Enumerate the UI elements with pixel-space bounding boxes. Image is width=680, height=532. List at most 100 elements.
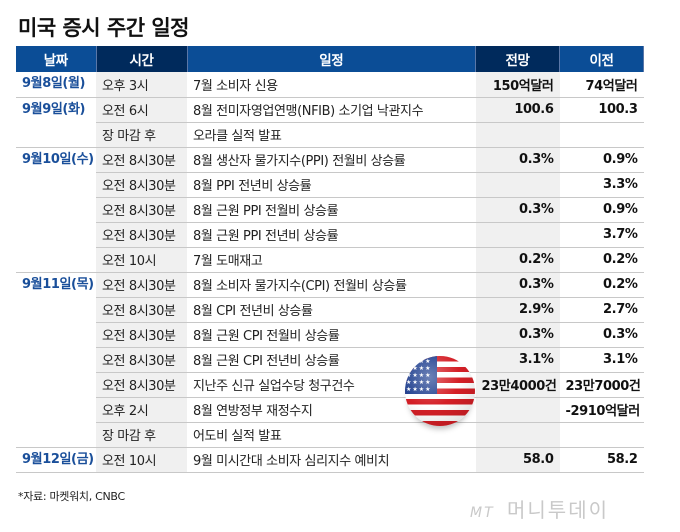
event-cell: 어도비 실적 발표 [187,422,476,448]
time-cell: 오후 3시 [96,72,187,98]
date-cell [16,322,96,347]
table-row: 오전 8시30분 8월 근원 CPI 전년비 상승률 3.1% 3.1% [16,347,644,373]
table-row: 오전 8시30분 8월 근원 PPI 전월비 상승률 0.3% 0.9% [16,197,644,223]
forecast-cell: 0.3% [475,322,560,348]
date-cell [16,247,96,273]
date-cell: 9월8일(월) [16,72,96,98]
event-cell: 8월 전미자영업연맹(NFIB) 소기업 낙관지수 [187,97,476,123]
event-cell: 8월 생산자 물가지수(PPI) 전월비 상승률 [187,147,476,173]
forecast-cell [475,172,560,198]
previous-cell: 3.3% [559,172,644,198]
forecast-cell: 0.3% [475,272,560,298]
event-cell: 8월 근원 PPI 전년비 상승률 [187,222,476,248]
date-cell [16,172,96,197]
time-cell: 장 마감 후 [96,122,187,148]
forecast-cell: 100.6 [475,97,560,123]
us-flag-icon: ★★★★★★★★★★★★★★★★★★★★ [405,356,475,426]
previous-cell [559,122,644,148]
previous-cell: 0.9% [559,197,644,223]
date-cell [16,372,96,397]
forecast-cell [475,222,560,248]
table-row: 오전 8시30분 8월 PPI 전년비 상승률 3.3% [16,172,644,198]
previous-cell: 0.2% [559,272,644,298]
date-cell [16,297,96,322]
table-row: 오전 10시 7월 도매재고 0.2% 0.2% [16,247,644,273]
previous-cell: 23만7000건 [559,372,644,398]
forecast-cell: 0.2% [475,247,560,273]
time-cell: 오전 8시30분 [96,197,187,223]
table-row: 오전 8시30분 8월 근원 PPI 전년비 상승률 3.7% [16,222,644,248]
date-cell [16,397,96,422]
previous-cell: 3.7% [559,222,644,248]
forecast-cell: 3.1% [475,347,560,373]
table-row: 9월9일(화) 오전 6시 8월 전미자영업연맹(NFIB) 소기업 낙관지수 … [16,97,644,123]
header-previous: 이전 [559,46,644,72]
schedule-table: 날짜 시간 일정 전망 이전 9월8일(월) 오후 3시 7월 소비자 신용 1… [16,46,644,473]
date-cell [16,122,96,148]
previous-cell: 0.2% [559,247,644,273]
table-header-row: 날짜 시간 일정 전망 이전 [16,46,644,72]
event-cell: 8월 PPI 전년비 상승률 [187,172,476,198]
forecast-cell: 0.3% [475,197,560,223]
time-cell: 오전 8시30분 [96,222,187,248]
event-cell: 오라클 실적 발표 [187,122,476,148]
time-cell: 오전 6시 [96,97,187,123]
event-cell: 8월 소비자 물가지수(CPI) 전월비 상승률 [187,272,476,298]
time-cell: 오전 8시30분 [96,297,187,323]
event-cell: 8월 근원 CPI 전월비 상승률 [187,322,476,348]
table-row: 9월11일(목) 오전 8시30분 8월 소비자 물가지수(CPI) 전월비 상… [16,272,644,298]
previous-cell: 0.3% [559,322,644,348]
logo-name: 머니투데이 [507,498,609,522]
previous-cell: 100.3 [559,97,644,123]
date-cell: 9월12일(금) [16,447,96,473]
time-cell: 장 마감 후 [96,422,187,448]
table-row: 오전 8시30분 8월 CPI 전년비 상승률 2.9% 2.7% [16,297,644,323]
header-date: 날짜 [16,46,97,72]
header-forecast: 전망 [475,46,560,72]
time-cell: 오전 10시 [96,447,187,473]
previous-cell: 58.2 [559,447,644,473]
time-cell: 오전 8시30분 [96,322,187,348]
header-time: 시간 [96,46,188,72]
event-cell: 8월 CPI 전년비 상승률 [187,297,476,323]
page-title: 미국 증시 주간 일정 [18,16,190,40]
previous-cell: 0.9% [559,147,644,173]
forecast-cell [475,122,560,148]
publisher-logo: MT 머니투데이 [470,494,609,523]
forecast-cell: 58.0 [475,447,560,473]
date-cell [16,422,96,448]
time-cell: 오후 2시 [96,397,187,423]
table-row: 오전 8시30분 8월 근원 CPI 전월비 상승률 0.3% 0.3% [16,322,644,348]
forecast-cell: 150억달러 [475,72,560,98]
table-row: 장 마감 후 오라클 실적 발표 [16,122,644,148]
logo-mark: MT [470,505,495,521]
table-row: 오후 2시 8월 연방정부 재정수지 -2910억달러 [16,397,644,423]
event-cell: 7월 도매재고 [187,247,476,273]
table-row: 오전 8시30분 지난주 신규 실업수당 청구건수 23만4000건 23만70… [16,372,644,398]
table-row: 9월12일(금) 오전 10시 9월 미시간대 소비자 심리지수 예비치 58.… [16,447,644,473]
previous-cell [559,422,644,448]
source-note: *자료: 마켓워치, CNBC [18,490,125,503]
table-row: 9월8일(월) 오후 3시 7월 소비자 신용 150억달러 74억달러 [16,72,644,98]
time-cell: 오전 8시30분 [96,347,187,373]
previous-cell: 3.1% [559,347,644,373]
forecast-cell: 23만4000건 [475,372,560,398]
table-row: 9월10일(수) 오전 8시30분 8월 생산자 물가지수(PPI) 전월비 상… [16,147,644,173]
date-cell: 9월10일(수) [22,151,94,167]
event-cell: 9월 미시간대 소비자 심리지수 예비치 [187,447,476,473]
time-cell: 오전 8시30분 [96,172,187,198]
date-cell: 9월9일(화) [22,101,86,117]
previous-cell: -2910억달러 [559,397,644,423]
table-row: 장 마감 후 어도비 실적 발표 [16,422,644,448]
event-cell: 8월 근원 PPI 전월비 상승률 [187,197,476,223]
date-cell [16,197,96,222]
header-event: 일정 [187,46,476,72]
forecast-cell [475,422,560,448]
previous-cell: 74억달러 [559,72,644,98]
forecast-cell [475,397,560,423]
time-cell: 오전 10시 [96,247,187,273]
date-cell [16,222,96,247]
time-cell: 오전 8시30분 [96,272,187,298]
flag-stars: ★★★★★★★★★★★★★★★★★★★★ [405,356,437,394]
time-cell: 오전 8시30분 [96,372,187,398]
